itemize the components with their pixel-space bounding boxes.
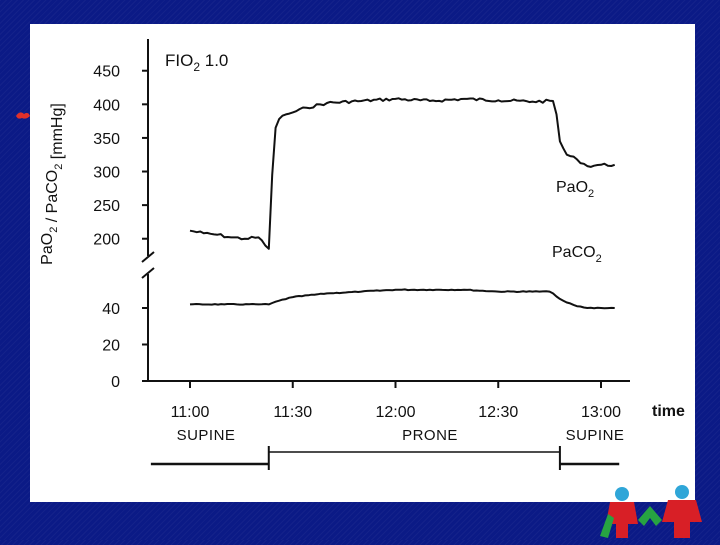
- x-tick-label: 12:30: [478, 404, 518, 421]
- phase-bar: SUPINE PRONE SUPINE: [150, 427, 625, 470]
- phase-label: SUPINE: [177, 427, 236, 444]
- chart-annotation: FIO2 1.0: [165, 51, 228, 74]
- y-tick-label: 350: [93, 131, 120, 148]
- series-lines: [189, 97, 616, 310]
- chart-panel: FIO2 1.0 PaO2 / PaCO2 [mmHg] time 0 20 40 2…: [30, 24, 695, 502]
- y-tick-label: 450: [93, 64, 120, 81]
- x-axis-label: time: [652, 403, 685, 420]
- y-tick-label: 40: [102, 301, 120, 318]
- y-tick-label: 20: [102, 338, 120, 355]
- y-tick-label: 300: [93, 165, 120, 182]
- series-label-paco2: PaCO2: [552, 244, 602, 265]
- axes: [141, 39, 630, 382]
- phase-label: PRONE: [402, 427, 458, 444]
- x-ticks: 11:00 11:30 12:00 12:30 13:00: [171, 381, 621, 421]
- x-tick-label: 12:00: [375, 404, 415, 421]
- axis-break-mark: [141, 251, 155, 263]
- red-mark-decoration: [14, 108, 32, 127]
- y-tick-label: 0: [111, 374, 120, 391]
- series-line-paco2: [189, 288, 615, 310]
- x-tick-label: 13:00: [581, 404, 621, 421]
- x-tick-label: 11:30: [273, 404, 312, 421]
- x-tick-label: 11:00: [171, 404, 210, 421]
- y-tick-label: 250: [93, 198, 120, 215]
- phase-label: SUPINE: [566, 427, 625, 444]
- y-axis-label: PaO2 / PaCO2 [mmHg]: [39, 103, 66, 265]
- children-logo-icon: [598, 484, 714, 545]
- series-label-pao2: PaO2: [556, 179, 594, 200]
- axis-break-mark: [141, 267, 155, 279]
- series-line-pao2: [189, 97, 616, 250]
- y-tick-label: 200: [93, 232, 120, 249]
- chart-svg: FIO2 1.0 PaO2 / PaCO2 [mmHg] time 0 20 40 2…: [39, 39, 685, 470]
- series-labels: PaO2 PaCO2: [552, 179, 602, 265]
- y-ticks: 0 20 40 200 250 300 350 400 450: [93, 64, 148, 391]
- y-tick-label: 400: [93, 97, 120, 114]
